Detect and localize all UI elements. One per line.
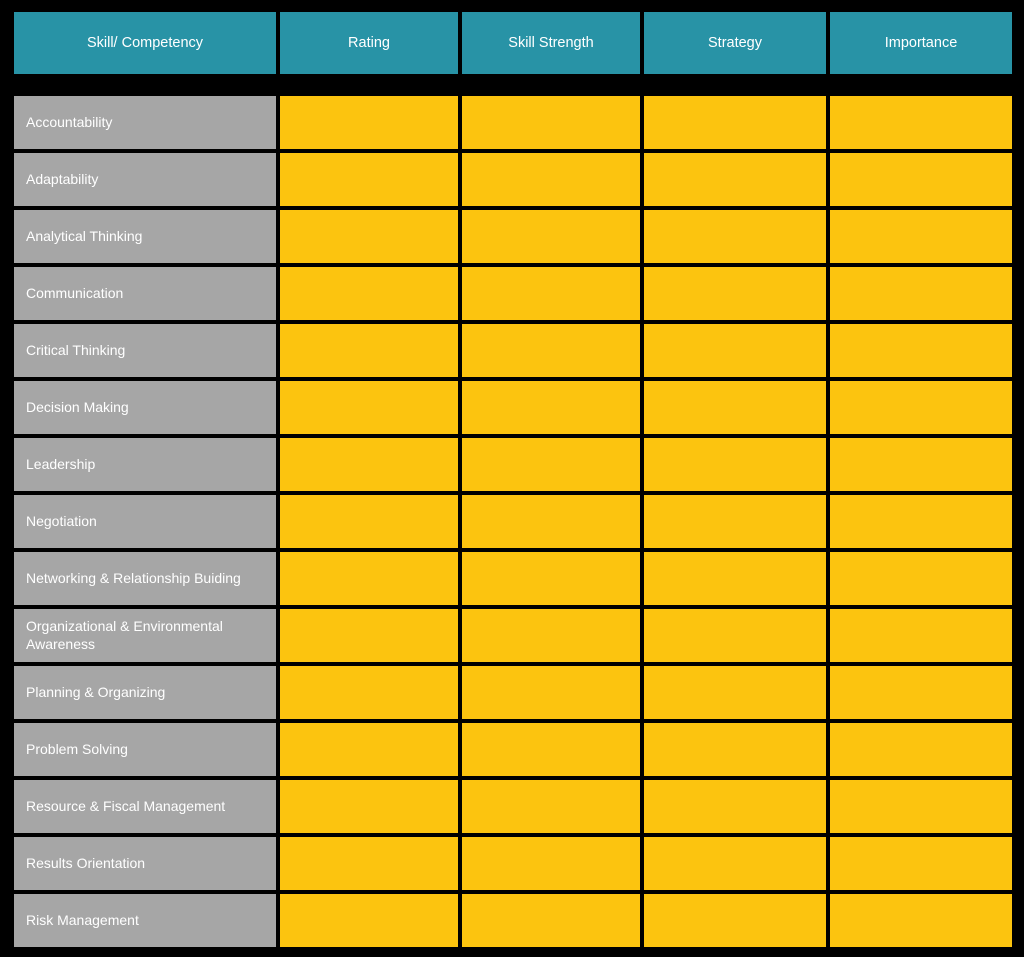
table-cell-importance[interactable] bbox=[830, 723, 1012, 776]
table-cell-rating[interactable] bbox=[280, 438, 458, 491]
table-cell-strategy[interactable] bbox=[644, 267, 826, 320]
table-row-skill: Leadership bbox=[14, 438, 276, 491]
table-cell-strategy[interactable] bbox=[644, 723, 826, 776]
table-cell-strength[interactable] bbox=[462, 495, 640, 548]
table-cell-strategy[interactable] bbox=[644, 894, 826, 947]
table-row-skill: Networking & Relationship Buiding bbox=[14, 552, 276, 605]
table-cell-rating[interactable] bbox=[280, 780, 458, 833]
table-cell-importance[interactable] bbox=[830, 552, 1012, 605]
table-cell-rating[interactable] bbox=[280, 495, 458, 548]
table-cell-importance[interactable] bbox=[830, 894, 1012, 947]
table-cell-rating[interactable] bbox=[280, 210, 458, 263]
table-cell-strength[interactable] bbox=[462, 894, 640, 947]
table-cell-importance[interactable] bbox=[830, 837, 1012, 890]
table-cell-strength[interactable] bbox=[462, 210, 640, 263]
table-cell-rating[interactable] bbox=[280, 894, 458, 947]
table-cell-importance[interactable] bbox=[830, 381, 1012, 434]
table-cell-strength[interactable] bbox=[462, 438, 640, 491]
table-cell-strength[interactable] bbox=[462, 552, 640, 605]
table-cell-strength[interactable] bbox=[462, 666, 640, 719]
table-cell-strategy[interactable] bbox=[644, 381, 826, 434]
table-cell-strategy[interactable] bbox=[644, 837, 826, 890]
table-cell-strategy[interactable] bbox=[644, 666, 826, 719]
table-cell-importance[interactable] bbox=[830, 153, 1012, 206]
col-header-strategy: Strategy bbox=[644, 12, 826, 74]
table-cell-strength[interactable] bbox=[462, 837, 640, 890]
table-cell-importance[interactable] bbox=[830, 666, 1012, 719]
table-cell-importance[interactable] bbox=[830, 609, 1012, 662]
table-cell-strategy[interactable] bbox=[644, 210, 826, 263]
table-cell-importance[interactable] bbox=[830, 324, 1012, 377]
table-cell-rating[interactable] bbox=[280, 723, 458, 776]
table-row-skill: Accountability bbox=[14, 96, 276, 149]
table-row-skill: Analytical Thinking bbox=[14, 210, 276, 263]
table-cell-rating[interactable] bbox=[280, 666, 458, 719]
table-cell-strength[interactable] bbox=[462, 153, 640, 206]
table-cell-strength[interactable] bbox=[462, 609, 640, 662]
table-cell-strategy[interactable] bbox=[644, 495, 826, 548]
table-cell-strength[interactable] bbox=[462, 96, 640, 149]
col-header-strength: Skill Strength bbox=[462, 12, 640, 74]
table-cell-strength[interactable] bbox=[462, 267, 640, 320]
table-row-skill: Problem Solving bbox=[14, 723, 276, 776]
table-cell-rating[interactable] bbox=[280, 153, 458, 206]
table-cell-rating[interactable] bbox=[280, 381, 458, 434]
table-cell-strategy[interactable] bbox=[644, 324, 826, 377]
table-cell-importance[interactable] bbox=[830, 210, 1012, 263]
table-cell-rating[interactable] bbox=[280, 324, 458, 377]
col-header-importance: Importance bbox=[830, 12, 1012, 74]
table-cell-strength[interactable] bbox=[462, 723, 640, 776]
table-cell-strategy[interactable] bbox=[644, 438, 826, 491]
table-cell-strategy[interactable] bbox=[644, 609, 826, 662]
table-cell-strength[interactable] bbox=[462, 780, 640, 833]
table-row-skill: Risk Management bbox=[14, 894, 276, 947]
table-cell-strategy[interactable] bbox=[644, 552, 826, 605]
table-row-skill: Resource & Fiscal Management bbox=[14, 780, 276, 833]
table-row-skill: Communication bbox=[14, 267, 276, 320]
table-cell-rating[interactable] bbox=[280, 552, 458, 605]
table-cell-importance[interactable] bbox=[830, 780, 1012, 833]
table-row-skill: Negotiation bbox=[14, 495, 276, 548]
table-cell-strategy[interactable] bbox=[644, 96, 826, 149]
table-row-skill: Decision Making bbox=[14, 381, 276, 434]
table-cell-importance[interactable] bbox=[830, 96, 1012, 149]
table-row-skill: Organizational & Environmental Awareness bbox=[14, 609, 276, 662]
table-cell-importance[interactable] bbox=[830, 267, 1012, 320]
table-row-skill: Critical Thinking bbox=[14, 324, 276, 377]
table-cell-importance[interactable] bbox=[830, 438, 1012, 491]
table-cell-rating[interactable] bbox=[280, 96, 458, 149]
table-cell-strategy[interactable] bbox=[644, 153, 826, 206]
table-cell-strategy[interactable] bbox=[644, 780, 826, 833]
table-cell-rating[interactable] bbox=[280, 267, 458, 320]
col-header-rating: Rating bbox=[280, 12, 458, 74]
table-cell-rating[interactable] bbox=[280, 837, 458, 890]
col-header-skill: Skill/ Competency bbox=[14, 12, 276, 74]
table-row-skill: Adaptability bbox=[14, 153, 276, 206]
competency-table: Skill/ Competency Rating Skill Strength … bbox=[14, 12, 1010, 947]
table-cell-strength[interactable] bbox=[462, 324, 640, 377]
table-cell-importance[interactable] bbox=[830, 495, 1012, 548]
table-cell-strength[interactable] bbox=[462, 381, 640, 434]
table-cell-rating[interactable] bbox=[280, 609, 458, 662]
table-row-skill: Planning & Organizing bbox=[14, 666, 276, 719]
table-row-skill: Results Orientation bbox=[14, 837, 276, 890]
